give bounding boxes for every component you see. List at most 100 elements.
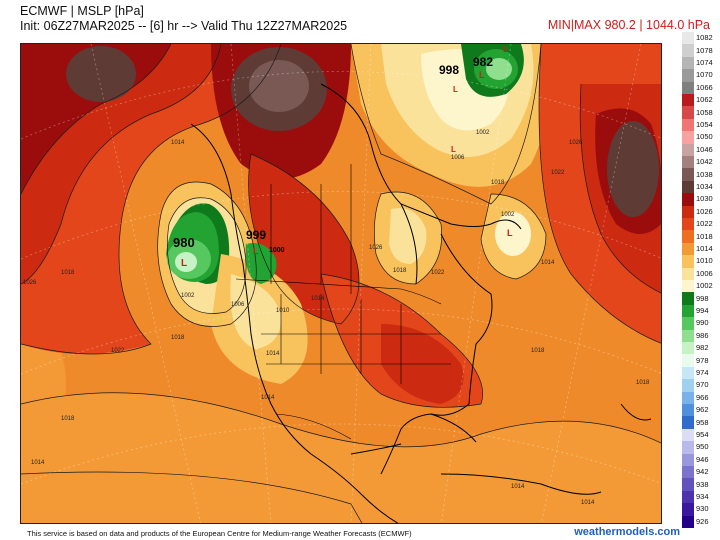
- colorbar-swatch: [682, 205, 694, 219]
- run-info: Init: 06Z27MAR2025 -- [6] hr --> Valid T…: [20, 19, 348, 33]
- colorbar-label: 1026: [696, 206, 713, 216]
- center-label: 998: [439, 63, 459, 77]
- colorbar-swatch: [682, 242, 694, 256]
- brand-link[interactable]: weathermodels.com: [574, 526, 680, 538]
- colorbar-swatch: [682, 106, 694, 120]
- colorbar-swatch: [682, 255, 694, 269]
- isobar-label: 1002: [476, 130, 490, 136]
- region-1030-arctic-west: [66, 46, 136, 102]
- colorbar-swatch: [682, 329, 694, 343]
- center-label: 982: [473, 55, 493, 69]
- colorbar-label: 986: [696, 330, 709, 340]
- isobar-label: 1022: [111, 348, 125, 354]
- colorbar-label: 1066: [696, 82, 713, 92]
- coastlines: [190, 83, 652, 523]
- colorbar-swatch: [682, 478, 694, 492]
- region-1038-arctic-high: [249, 60, 309, 112]
- chart-title: ECMWF | MSLP [hPa]: [20, 4, 144, 18]
- colorbar-swatch: [682, 118, 694, 132]
- pressure-colorbar: 1082 1078 1074 1070 1066 1062 1058 1054 1050 1046…: [682, 32, 720, 529]
- isobar-label: 1022: [431, 270, 445, 276]
- low-marker-icon: L: [479, 70, 485, 80]
- isobar-label: 1002: [181, 293, 195, 299]
- isobar-label: 1018: [636, 380, 650, 386]
- colorbar-label: 926: [696, 516, 709, 526]
- colorbar-swatch: [682, 230, 694, 244]
- colorbar-label: 1042: [696, 157, 713, 167]
- colorbar-label: 1014: [696, 244, 713, 253]
- map-canvas: 983 998 982 980 999 1000 L L L L L L L 1…: [21, 44, 661, 523]
- region-1006-interior: [230, 274, 282, 349]
- isobar-label: 1018: [61, 416, 75, 422]
- colorbar-label: 966: [696, 392, 709, 402]
- colorbar-swatch: [682, 56, 694, 70]
- low-marker-icon: L: [253, 246, 259, 256]
- colorbar-swatch: [682, 156, 694, 169]
- colorbar-label: 1030: [696, 194, 713, 204]
- colorbar-swatch: [682, 404, 694, 417]
- isobar-label: 1002: [501, 212, 515, 218]
- isobar-label: 1014: [261, 395, 275, 401]
- isobar-label: 1018: [61, 270, 75, 276]
- isobar-label: 1010: [276, 308, 290, 314]
- colorbar-label: 930: [696, 504, 709, 514]
- colorbar-label: 950: [696, 442, 709, 452]
- isobar-label: 1018: [393, 268, 407, 274]
- colorbar-label: 1074: [696, 58, 713, 67]
- colorbar-swatch: [682, 453, 694, 467]
- low-marker-icon: L: [503, 44, 509, 54]
- colorbar-swatch: [682, 515, 694, 529]
- isobar-label: 1006: [451, 155, 465, 161]
- colorbar-label: 1002: [696, 281, 713, 291]
- credit-text: This service is based on data and produc…: [27, 529, 412, 538]
- colorbar-swatch: [682, 466, 694, 479]
- colorbar-label: 970: [696, 380, 709, 390]
- isobar-label: 1014: [171, 140, 185, 146]
- isobar-label: 1014: [511, 484, 525, 490]
- low-marker-icon: L: [451, 145, 456, 154]
- colorbar-label: 958: [696, 417, 709, 427]
- borders: [235, 164, 451, 440]
- isobars: [21, 44, 661, 523]
- colorbar-swatch: [682, 428, 694, 442]
- colorbar-label: 978: [696, 355, 709, 365]
- colorbar-label: 1054: [696, 120, 713, 129]
- colorbar-label: 1058: [696, 107, 713, 117]
- colorbar-label: 1034: [696, 182, 713, 191]
- region-1014-south: [21, 392, 661, 523]
- isobar-label: 1026: [23, 280, 37, 286]
- graticule: [21, 44, 661, 523]
- isobar-label: 1006: [231, 302, 245, 308]
- colorbar-label: 994: [696, 306, 709, 315]
- colorbar-swatch: [682, 81, 694, 95]
- colorbar-label: 1038: [696, 169, 713, 179]
- region-1006-hudson: [389, 208, 427, 264]
- region-998-interior: [245, 243, 277, 284]
- header: ECMWF | MSLP [hPa] Init: 06Z27MAR2025 --…: [20, 4, 347, 34]
- colorbar-label: 998: [696, 293, 709, 303]
- colorbar-label: 954: [696, 430, 709, 439]
- isobar-labels: 1014 1018 1022 1026 1002 1006 1010 1014 …: [23, 130, 650, 506]
- low-marker-icon: L: [507, 228, 513, 238]
- center-label: 1000: [269, 247, 285, 254]
- colorbar-swatch: [682, 193, 694, 207]
- region-982-westlow: [175, 252, 197, 272]
- isobar-label: 1018: [171, 335, 185, 341]
- colorbar-label: 946: [696, 454, 709, 464]
- colorbar-label: 1022: [696, 219, 713, 229]
- colorbar-label: 1062: [696, 95, 713, 105]
- colorbar-label: 942: [696, 467, 709, 477]
- pressure-centers: 983 998 982 980 999 1000 L L L L L L L: [173, 44, 513, 269]
- colorbar-swatch: [682, 366, 694, 380]
- colorbar-label: 934: [696, 492, 709, 501]
- colorbar-swatch: [682, 280, 694, 293]
- region-986-greenland-n: [486, 58, 512, 80]
- center-label: 980: [173, 235, 195, 250]
- colorbar-swatch: [682, 317, 694, 331]
- isobar-label: 1026: [369, 245, 383, 251]
- isobar-label: 1014: [31, 460, 45, 466]
- colorbar-label: 1078: [696, 45, 713, 55]
- colorbar-swatch: [682, 168, 694, 182]
- colorbar-swatch: [682, 379, 694, 393]
- isobar-label: 1014: [311, 296, 325, 302]
